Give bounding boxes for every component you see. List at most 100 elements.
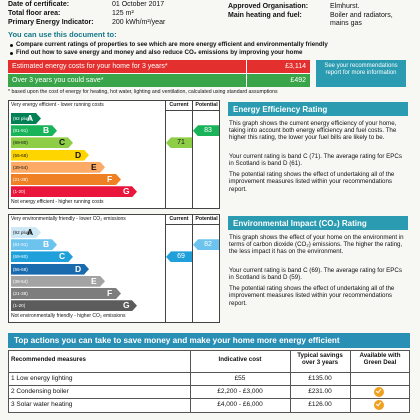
column-divider	[192, 100, 193, 209]
band-letter: A	[27, 227, 34, 237]
col-divider	[350, 350, 351, 413]
note-text: See your recommendations report for more…	[324, 63, 398, 76]
band-range: (55-68)	[13, 266, 28, 272]
table-header: Typical savings over 3 years	[297, 352, 343, 367]
band-letter: B	[43, 239, 50, 250]
rating-band	[11, 300, 137, 311]
footnote: * based upon the cost of energy for heat…	[8, 89, 278, 95]
bullet-dot	[10, 44, 13, 47]
cost-label: Over 3 years you could save*	[12, 77, 104, 84]
potential-value: 82	[204, 241, 212, 249]
rating-band	[11, 137, 73, 148]
band-range: (69-80)	[13, 254, 28, 260]
header-rule	[165, 224, 220, 225]
top-label: Very energy efficient - lower running co…	[11, 102, 104, 108]
current-header: Current	[169, 102, 189, 108]
cost-label: Estimated energy costs for your home for…	[12, 63, 168, 70]
table-cell: 1 Low energy lighting	[11, 375, 73, 382]
field-value: 125 m²	[112, 10, 134, 17]
column-divider	[192, 214, 193, 323]
band-range: (39-54)	[13, 164, 28, 170]
band-letter: C	[59, 137, 66, 148]
note-box	[316, 60, 406, 87]
band-letter: F	[107, 174, 113, 184]
cost-value: £492	[290, 77, 306, 84]
potential-header: Potential	[195, 102, 218, 108]
current-arrow	[166, 137, 192, 149]
band-range: (81-91)	[13, 128, 28, 134]
field-value: 200 kWh/m²/year	[112, 19, 166, 26]
field-label: Main heating and fuel:	[228, 12, 302, 19]
cost-value: £3,114	[285, 63, 306, 70]
band-letter: C	[59, 251, 66, 262]
rating-title-bar	[228, 102, 408, 116]
intro-title: You can use this document to:	[8, 30, 117, 39]
rating-title: Environmental Impact (CO₂) Rating	[233, 219, 367, 228]
band-letter: F	[107, 288, 113, 298]
potential-header: Potential	[195, 216, 218, 222]
table-cell: £2,200 - £3,000	[217, 388, 263, 395]
table-header: Recommended measures	[11, 356, 86, 363]
green-deal-check	[374, 387, 384, 397]
bullet-text: Find out how to save energy and money an…	[16, 49, 303, 56]
rating-band	[11, 174, 121, 185]
cost-divider	[246, 60, 247, 73]
potential-arrow	[193, 125, 219, 137]
rating-paragraph: The potential rating shows the effect of…	[229, 171, 395, 193]
rating-band	[11, 264, 89, 275]
column-divider	[165, 214, 166, 323]
col-divider	[290, 350, 291, 413]
current-arrow	[166, 251, 192, 263]
actions-title: Top actions you can take to save money a…	[14, 336, 340, 345]
table-cell: £135.00	[308, 375, 332, 382]
cost-row	[8, 60, 310, 73]
current-header: Current	[169, 216, 189, 222]
band-letter: E	[91, 275, 97, 286]
actions-bar	[8, 333, 410, 348]
rating-paragraph: This graph shows the effect of your home…	[229, 234, 404, 256]
bottom-label: Not environmentally friendly - higher CO…	[11, 313, 126, 319]
table-cell: £55	[234, 375, 246, 382]
cost-row	[8, 74, 310, 87]
table-header: Indicative cost	[218, 356, 262, 363]
band-range: (21-38)	[13, 177, 28, 182]
bullet-dot	[10, 52, 13, 55]
field-label: Total floor area:	[8, 10, 61, 17]
band-letter: A	[27, 113, 34, 123]
rating-band	[11, 186, 137, 197]
rating-band	[11, 239, 57, 250]
row-rule	[8, 372, 410, 373]
col-divider	[190, 350, 191, 413]
rating-band	[11, 227, 41, 238]
band-letter: D	[75, 149, 82, 160]
field-label: Date of certificate:	[8, 1, 70, 8]
band-letter: D	[75, 263, 82, 274]
band-range: (92 plus)	[13, 116, 31, 121]
band-letter: G	[123, 186, 130, 197]
field-value: 01 October 2017	[112, 1, 165, 8]
bullet-text: Compare current ratings of properties to…	[16, 41, 328, 48]
rating-band	[11, 125, 57, 136]
table-cell: 2 Condensing boiler	[11, 388, 69, 395]
band-range: (21-38)	[13, 291, 28, 296]
field-label: Approved Organisation:	[228, 3, 309, 10]
rating-paragraph: This graph shows the current energy effi…	[229, 120, 397, 142]
field-value: Boiler and radiators, mains gas	[330, 12, 393, 28]
rating-band	[11, 113, 41, 124]
actions-table	[8, 350, 410, 413]
table-cell: £126.00	[308, 401, 332, 408]
rating-title: Energy Efficiency Rating	[233, 105, 328, 114]
band-range: (81-91)	[13, 242, 28, 248]
band-range: (1-20)	[13, 303, 26, 309]
row-rule	[8, 398, 410, 399]
field-value: Elmhurst.	[330, 3, 360, 10]
band-range: (92 plus)	[13, 230, 31, 235]
table-header: Available with Green Deal	[359, 352, 401, 367]
rating-band	[11, 276, 105, 287]
rating-band	[11, 251, 73, 262]
top-label: Very environmentally friendly - lower CO…	[11, 216, 126, 222]
green-deal-check	[374, 400, 384, 410]
band-range: (39-54)	[13, 278, 28, 284]
rating-paragraph: Your current rating is band C (69). The …	[229, 266, 402, 281]
